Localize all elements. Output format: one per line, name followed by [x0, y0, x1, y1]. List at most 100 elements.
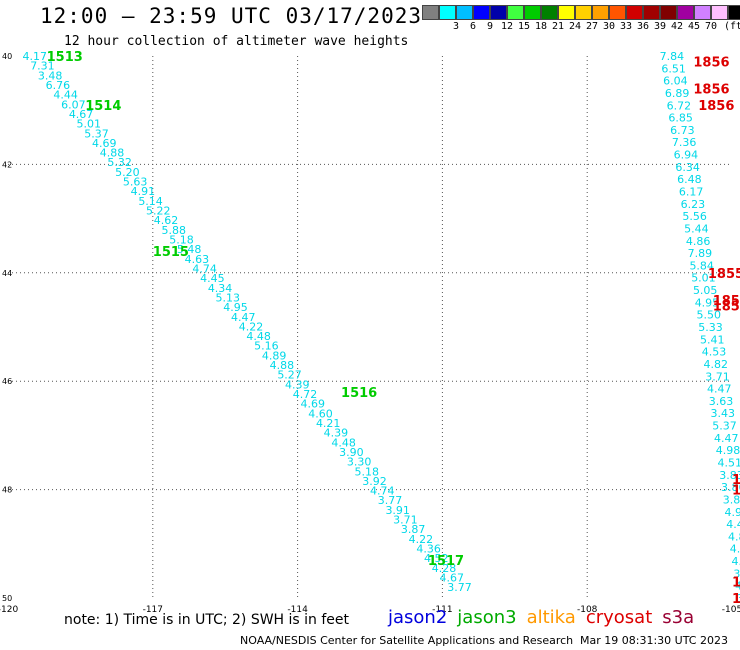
- legend-swatch: [439, 5, 456, 20]
- swh-value: 7.31: [30, 60, 55, 73]
- legend-swatch: [643, 5, 660, 20]
- swh-value: 5.88: [161, 224, 186, 237]
- swh-value: 5.41: [700, 333, 725, 346]
- swh-value: 4.47: [231, 311, 256, 324]
- pass-label: 1513: [47, 50, 83, 65]
- legend-tick-label: 70: [704, 21, 718, 32]
- legend-tick-label: 3: [452, 21, 460, 32]
- swh-value: 6.51: [661, 62, 686, 75]
- legend-swatch: [456, 5, 473, 20]
- legend-tick-label: 12: [500, 21, 514, 32]
- swh-value: 4.67: [440, 572, 465, 585]
- swh-value: 4.28: [432, 562, 457, 575]
- swh-value: 6.23: [681, 198, 706, 211]
- swh-value: 5.20: [115, 166, 140, 179]
- swh-value: 4.17: [22, 50, 47, 63]
- swh-value: 5.18: [355, 465, 380, 478]
- swh-value: 6.73: [670, 124, 695, 137]
- legend-tick-label: 42: [670, 21, 684, 32]
- pass-label: 1856: [698, 99, 734, 114]
- swh-value: 5.37: [712, 420, 737, 433]
- swh-value: 3.87: [401, 523, 426, 536]
- x-tick-label: -117: [143, 605, 163, 615]
- swh-value: 4.34: [208, 282, 233, 295]
- swh-value: 5.27: [277, 369, 302, 382]
- swh-value: 4.31: [732, 555, 740, 568]
- swh-value: 4.69: [300, 398, 325, 411]
- x-tick-label: -105: [722, 605, 740, 615]
- y-tick-label: 42: [2, 160, 12, 169]
- mission-legend: jason2 jason3 altika cryosat s3a: [388, 607, 704, 628]
- mission-label-jason3: jason3: [457, 607, 517, 628]
- swh-value: 5.22: [146, 205, 171, 218]
- swh-value: 4.92: [725, 506, 740, 519]
- legend-tick-label: 30: [602, 21, 616, 32]
- swh-value: 6.76: [46, 79, 70, 92]
- swh-value: 4.48: [331, 436, 356, 449]
- pass-label: 1: [732, 576, 740, 591]
- swh-value: 5.01: [691, 272, 716, 285]
- swh-value: 5.84: [689, 259, 714, 272]
- swh-value: 3.63: [709, 395, 734, 408]
- mission-label-cryosat: cryosat: [585, 607, 653, 628]
- legend-tick-label: 45: [687, 21, 701, 32]
- pass-label: 1855: [708, 267, 740, 282]
- swh-value: 4.88: [100, 147, 125, 160]
- y-tick-label: 44: [2, 269, 12, 278]
- swh-value: 5.16: [254, 340, 279, 353]
- swh-value: 5.33: [698, 321, 723, 334]
- swh-value: 3.86: [721, 481, 740, 494]
- pass-label: 1856: [693, 55, 729, 70]
- swh-value: 3.90: [339, 446, 364, 459]
- legend-tick-label: 9: [486, 21, 494, 32]
- legend-swatch: [490, 5, 507, 20]
- swh-value: 4.36: [416, 543, 441, 556]
- pass-label: 1517: [428, 554, 464, 569]
- swh-value: 5.32: [107, 156, 132, 169]
- swh-value: 4.22: [409, 533, 434, 546]
- swh-value: 4.39: [285, 378, 310, 391]
- swh-value: 5.63: [123, 176, 148, 189]
- swh-value: 4.51: [718, 457, 740, 470]
- swh-value: 5.01: [77, 118, 102, 131]
- swh-value: 3.80: [723, 493, 740, 506]
- y-tick-label: 46: [2, 377, 12, 386]
- legend-swatch: [694, 5, 711, 20]
- swh-value: 4.84: [728, 530, 740, 543]
- legend-swatch: [422, 5, 439, 20]
- y-tick-label: 50: [2, 594, 12, 603]
- legend-swatch: [507, 5, 524, 20]
- swh-value: 6.17: [679, 186, 704, 199]
- legend-unit: (ft): [724, 21, 740, 32]
- chart-title: 12:00 — 23:59 UTC 03/17/2023: [40, 4, 423, 28]
- swh-value: 3.6: [737, 592, 740, 605]
- swh-value: 3.92: [362, 475, 387, 488]
- pass-label: 1516: [341, 386, 377, 401]
- pass-label: 1855: [713, 299, 740, 314]
- swh-value: 4.53: [702, 346, 727, 359]
- legend-swatch: [677, 5, 694, 20]
- swh-value: 3.71: [393, 514, 418, 527]
- legend-swatch: [728, 5, 740, 20]
- x-tick-label: -108: [577, 605, 598, 615]
- swh-value: 4.45: [200, 272, 225, 285]
- footer-organization: NOAA/NESDIS Center for Satellite Applica…: [240, 634, 574, 647]
- y-tick-label: 40: [2, 52, 12, 61]
- swh-value: 4.95: [223, 301, 248, 314]
- swh-value: 4.69: [92, 137, 117, 150]
- swh-value: 4.67: [69, 108, 94, 121]
- swh-value: 5.50: [696, 309, 721, 322]
- swh-value: 3.13: [733, 567, 740, 580]
- swh-value: 6.04: [663, 75, 688, 88]
- swh-value: 6.85: [668, 112, 693, 125]
- legend-swatch: [473, 5, 490, 20]
- swh-value: 4.47: [714, 432, 739, 445]
- swh-value: 4.39: [324, 427, 349, 440]
- y-tick-label: 48: [2, 486, 12, 495]
- pass-label: 1856: [693, 83, 729, 98]
- swh-value: 4.19: [735, 580, 740, 593]
- pass-label: 185: [732, 484, 740, 499]
